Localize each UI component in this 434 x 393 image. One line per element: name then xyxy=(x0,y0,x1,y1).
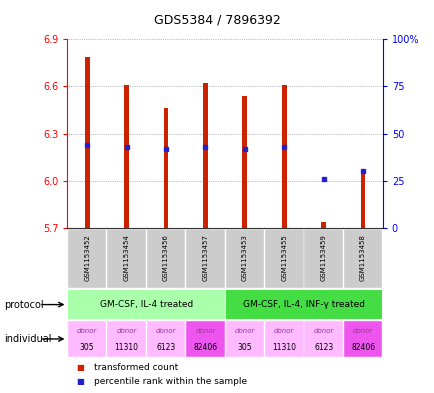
Bar xyxy=(242,96,247,228)
Bar xyxy=(146,229,185,288)
Bar xyxy=(107,229,145,288)
Bar xyxy=(163,108,168,228)
Text: donor: donor xyxy=(313,328,333,334)
Bar xyxy=(186,321,224,357)
Text: 11310: 11310 xyxy=(272,343,296,352)
Text: donor: donor xyxy=(195,328,215,334)
Bar xyxy=(225,229,263,288)
Bar xyxy=(146,321,185,357)
Text: GSM1153456: GSM1153456 xyxy=(163,234,168,281)
Text: ■: ■ xyxy=(76,378,84,386)
Text: GSM1153458: GSM1153458 xyxy=(359,234,365,281)
Bar xyxy=(281,85,286,228)
Bar xyxy=(304,321,342,357)
Bar xyxy=(203,83,207,228)
Text: GSM1153455: GSM1153455 xyxy=(281,234,286,281)
Bar xyxy=(360,171,365,228)
Text: donor: donor xyxy=(155,328,176,334)
Bar xyxy=(225,290,381,319)
Bar xyxy=(264,229,303,288)
Bar xyxy=(321,222,326,228)
Bar xyxy=(264,321,303,357)
Bar xyxy=(186,229,224,288)
Bar xyxy=(85,57,89,228)
Text: transformed count: transformed count xyxy=(93,363,178,372)
Bar xyxy=(304,229,342,288)
Text: GSM1153457: GSM1153457 xyxy=(202,234,208,281)
Bar xyxy=(124,85,128,228)
Text: 82406: 82406 xyxy=(193,343,217,352)
Bar xyxy=(343,229,381,288)
Text: donor: donor xyxy=(273,328,294,334)
Text: donor: donor xyxy=(234,328,254,334)
Text: 305: 305 xyxy=(80,343,94,352)
Text: GM-CSF, IL-4 treated: GM-CSF, IL-4 treated xyxy=(99,300,192,309)
Text: donor: donor xyxy=(352,328,372,334)
Text: percentile rank within the sample: percentile rank within the sample xyxy=(93,378,246,386)
Bar xyxy=(225,321,263,357)
Text: 11310: 11310 xyxy=(114,343,138,352)
Text: donor: donor xyxy=(77,328,97,334)
Bar xyxy=(343,321,381,357)
Text: 6123: 6123 xyxy=(156,343,175,352)
Text: GSM1153459: GSM1153459 xyxy=(320,234,326,281)
Bar xyxy=(68,321,106,357)
Bar xyxy=(68,290,224,319)
Text: ■: ■ xyxy=(76,363,84,372)
Text: donor: donor xyxy=(116,328,136,334)
Text: GSM1153454: GSM1153454 xyxy=(123,234,129,281)
Text: protocol: protocol xyxy=(4,299,44,310)
Bar xyxy=(68,229,106,288)
Text: individual: individual xyxy=(4,334,52,344)
Text: 82406: 82406 xyxy=(350,343,374,352)
Text: GSM1153453: GSM1153453 xyxy=(241,234,247,281)
Text: 305: 305 xyxy=(237,343,252,352)
Text: GM-CSF, IL-4, INF-γ treated: GM-CSF, IL-4, INF-γ treated xyxy=(243,300,364,309)
Text: 6123: 6123 xyxy=(313,343,332,352)
Text: GSM1153452: GSM1153452 xyxy=(84,234,90,281)
Bar xyxy=(107,321,145,357)
Text: GDS5384 / 7896392: GDS5384 / 7896392 xyxy=(154,14,280,27)
